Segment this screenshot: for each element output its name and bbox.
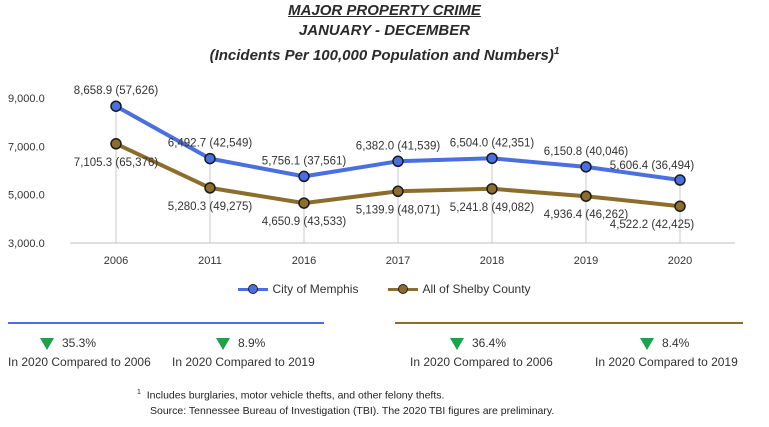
- footnote-line-1: 1 Includes burglaries, motor vehicle the…: [137, 389, 445, 402]
- data-label-memphis: 6,382.0 (41,539): [356, 140, 441, 152]
- down-triangle-icon: [640, 337, 654, 350]
- data-label-shelby: 5,280.3 (49,275): [168, 201, 253, 213]
- data-label-shelby: 4,936.4 (46,262): [544, 209, 629, 221]
- legend-swatch-memphis: [238, 284, 269, 294]
- x-tick-label: 2020: [668, 255, 692, 267]
- footnote-line-2: Source: Tennessee Bureau of Investigatio…: [150, 405, 555, 417]
- memphis-summary-rule: [8, 322, 324, 324]
- data-label-memphis: 6,504.0 (42,351): [450, 137, 535, 149]
- x-tick-label: 2016: [292, 255, 316, 267]
- data-label-shelby: 7,105.3 (65,376): [74, 157, 159, 169]
- chart-legend: City of Memphis All of Shelby County: [0, 282, 769, 296]
- memphis-change-2019-text: In 2020 Compared to 2019: [172, 355, 315, 369]
- chart-subtitle-units-text: (Incidents Per 100,000 Population and Nu…: [209, 47, 554, 64]
- data-label-memphis: 5,606.4 (36,494): [610, 160, 695, 172]
- legend-label-memphis: City of Memphis: [272, 282, 359, 296]
- shelby-change-2019-pct: 8.4%: [640, 336, 689, 350]
- data-label-shelby: 5,241.8 (49,082): [450, 202, 535, 214]
- data-point-memphis: [110, 100, 122, 112]
- data-point-shelby: [204, 182, 216, 194]
- shelby-summary-rule: [395, 322, 743, 324]
- y-tick-label: 5,000.0: [8, 190, 45, 202]
- chart-subtitle-period: JANUARY - DECEMBER: [298, 22, 471, 39]
- legend-item-memphis: City of Memphis: [238, 282, 358, 296]
- data-point-memphis: [486, 152, 498, 165]
- y-tick-label: 9,000.0: [8, 93, 45, 105]
- memphis-change-2006-text: In 2020 Compared to 2006: [8, 355, 151, 369]
- data-point-shelby: [674, 200, 686, 212]
- data-label-memphis: 8,658.9 (57,626): [74, 85, 159, 97]
- x-tick-label: 2018: [480, 255, 504, 267]
- legend-swatch-shelby: [388, 284, 419, 294]
- data-label-shelby: 5,139.9 (48,071): [356, 204, 441, 216]
- data-point-shelby: [580, 190, 592, 202]
- data-label-shelby: 4,650.9 (43,533): [262, 216, 347, 228]
- data-point-memphis: [204, 152, 216, 165]
- x-tick-label: 2019: [574, 255, 598, 267]
- data-point-memphis: [392, 155, 404, 168]
- x-tick-label: 2006: [104, 255, 128, 267]
- legend-item-shelby: All of Shelby County: [388, 282, 531, 296]
- down-triangle-icon: [40, 337, 54, 350]
- data-point-memphis: [580, 161, 592, 173]
- legend-label-shelby: All of Shelby County: [422, 282, 531, 296]
- shelby-change-2006-text: In 2020 Compared to 2006: [410, 355, 553, 369]
- footnote-marker: 1: [137, 389, 141, 396]
- memphis-change-2006-pct: 35.3%: [40, 336, 96, 350]
- data-point-shelby: [110, 138, 122, 150]
- data-label-memphis: 5,756.1 (37,561): [262, 155, 347, 167]
- y-tick-label: 7,000.0: [8, 141, 45, 153]
- data-point-shelby: [486, 183, 498, 195]
- x-tick-label: 2011: [198, 255, 222, 267]
- data-point-shelby: [298, 197, 310, 209]
- data-point-memphis: [674, 174, 686, 186]
- data-label-memphis: 6,150.8 (40,046): [544, 146, 629, 158]
- data-label-memphis: 6,492.7 (42,549): [168, 138, 253, 150]
- chart-subtitle-footnote-marker: 1: [553, 46, 560, 57]
- shelby-change-2019-text: In 2020 Compared to 2019: [595, 355, 738, 369]
- data-point-shelby: [392, 185, 404, 198]
- chart-title: MAJOR PROPERTY CRIME: [288, 2, 481, 19]
- line-chart: 9,000.0 7,000.0 5,000.0 3,000.0 2006 2011 2016…: [8, 85, 735, 267]
- shelby-change-2006-pct: 36.4%: [450, 336, 506, 350]
- x-tick-label: 2017: [386, 255, 410, 267]
- chart-subtitle-units: (Incidents Per 100,000 Population and Nu…: [0, 46, 769, 64]
- down-triangle-icon: [450, 337, 464, 350]
- memphis-change-2019-pct: 8.9%: [216, 336, 265, 350]
- y-tick-label: 3,000.0: [8, 238, 45, 250]
- data-point-memphis: [298, 170, 310, 183]
- data-label-shelby: 4,522.2 (42,425): [610, 219, 695, 231]
- down-triangle-icon: [216, 337, 230, 350]
